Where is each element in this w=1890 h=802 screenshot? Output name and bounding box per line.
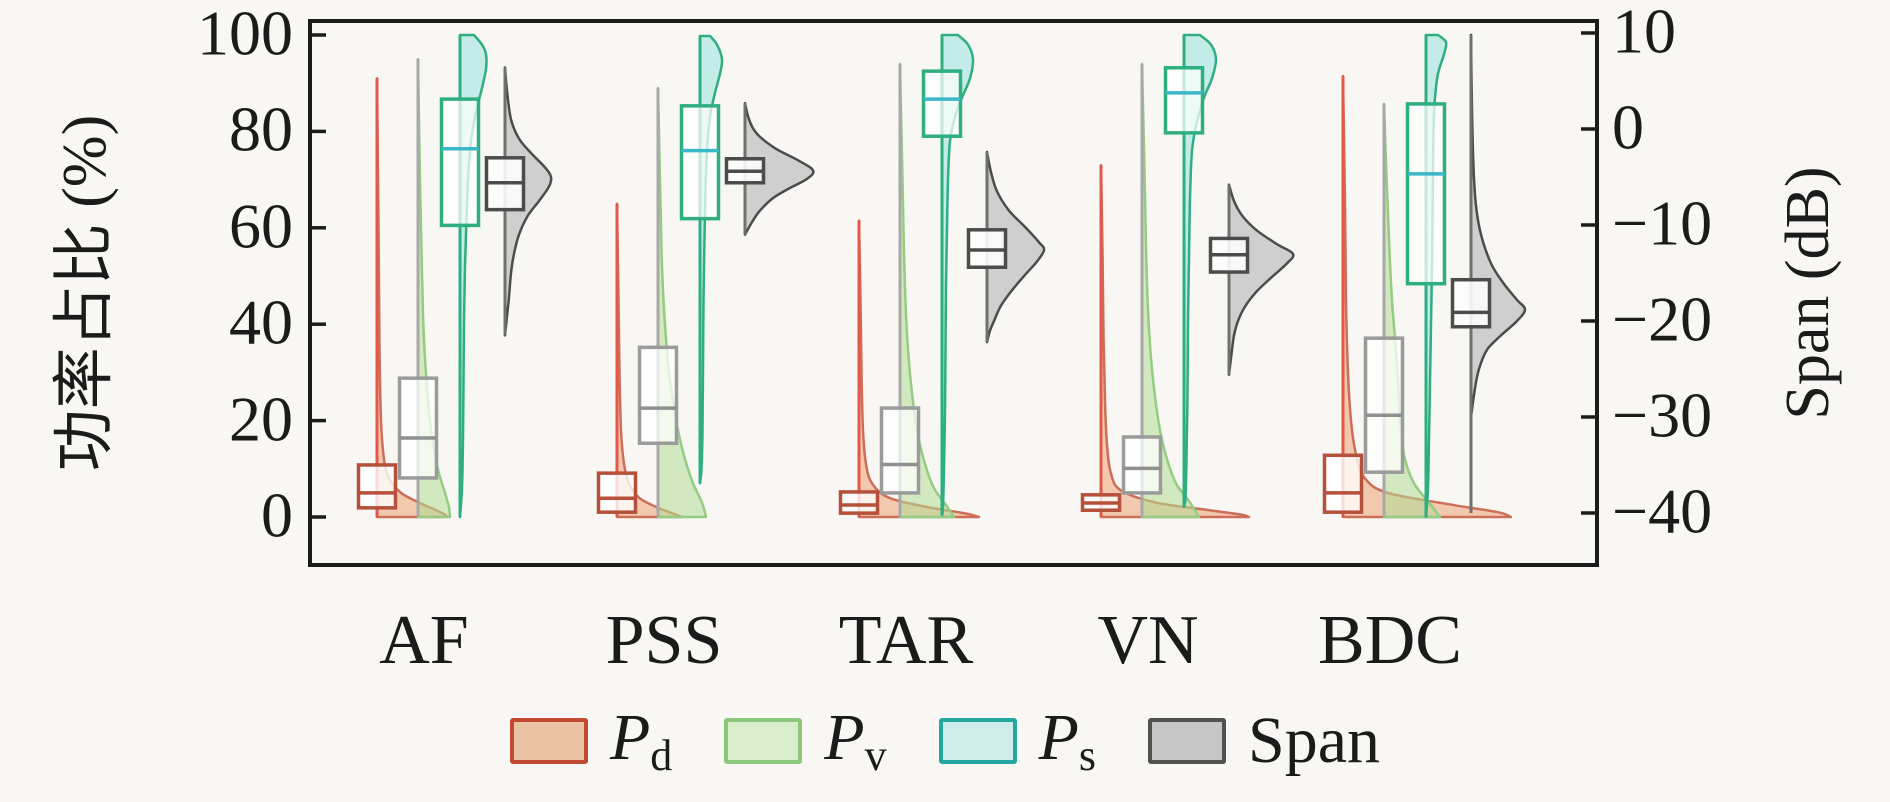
y-tick-label: 100	[197, 0, 293, 69]
ps-box-VN	[1163, 66, 1205, 135]
span-box-BDC	[1450, 277, 1492, 329]
pd-box-PSS	[596, 471, 638, 514]
pv-box-PSS	[637, 345, 679, 446]
legend-label-pv-main: P	[824, 700, 865, 774]
x-category-label-tar: TAR	[838, 602, 974, 679]
ps-swatch-icon	[938, 718, 1017, 764]
legend-label-pd-main: P	[609, 700, 651, 774]
span-violin-TAR	[985, 150, 1046, 344]
legend-label-pv-sub: v	[864, 730, 887, 780]
ps-box-BDC	[1405, 102, 1447, 286]
ps-box-PSS	[679, 104, 721, 221]
legend-item-span: Span	[1148, 708, 1380, 774]
pv-box-TAR	[879, 406, 921, 495]
pd-violin-VN	[1099, 163, 1251, 519]
legend-label-pd-sub: d	[650, 730, 673, 780]
pd-box-BDC	[1322, 453, 1364, 514]
pd-violin-TAR	[857, 219, 981, 519]
legend-item-pd: Pd	[509, 704, 673, 780]
y2-tick-label: −20	[1612, 283, 1713, 355]
x-category-label-pss: PSS	[605, 602, 723, 679]
y2-tick-label: 0	[1612, 91, 1644, 163]
y2-tick-label: −10	[1612, 187, 1713, 259]
ps-box-TAR	[921, 69, 963, 138]
y-tick-label: 60	[229, 190, 293, 262]
legend-label-ps: Ps	[1039, 704, 1097, 780]
span-violin-BDC	[1469, 33, 1527, 419]
legend-label-span: Span	[1248, 708, 1380, 774]
pd-swatch-icon	[509, 718, 588, 764]
x-category-label-vn: VN	[1097, 602, 1199, 679]
y2-tick-label: −30	[1612, 379, 1713, 451]
ps-box-AF	[439, 97, 481, 228]
y2-tick-label: −40	[1612, 475, 1713, 547]
legend-label-span-main: Span	[1248, 704, 1381, 777]
pv-box-AF	[397, 376, 439, 480]
legend-label-ps-sub: s	[1078, 730, 1097, 780]
legend-item-ps: Ps	[938, 704, 1097, 780]
legend-label-pd: Pd	[610, 704, 673, 780]
ps-violin-PSS	[698, 34, 724, 485]
pd-box-AF	[356, 463, 398, 510]
span-violin-PSS	[743, 101, 815, 236]
x-category-label-bdc: BDC	[1318, 602, 1462, 679]
y-axis-label-right: Span (dB)	[1774, 166, 1842, 420]
x-category-label-af: AF	[379, 602, 469, 679]
pd-box-TAR	[838, 490, 880, 515]
span-violin-VN	[1227, 183, 1295, 377]
pv-box-VN	[1121, 435, 1163, 495]
span-violin-AF	[503, 66, 553, 337]
y2-tick-label: 10	[1612, 0, 1676, 67]
y-tick-label: 0	[261, 479, 293, 551]
legend-label-pv: Pv	[824, 704, 887, 780]
y-axis-label-left: 功率占比 (%)	[51, 114, 119, 472]
y-tick-label: 20	[229, 383, 293, 455]
pv-swatch-icon	[724, 718, 803, 764]
pv-box-BDC	[1363, 336, 1405, 474]
plot-frame	[308, 19, 1599, 567]
span-swatch-icon	[1148, 718, 1227, 764]
legend-label-ps-main: P	[1038, 700, 1079, 774]
y-tick-label: 80	[229, 94, 293, 166]
legend: Pd Pv Ps Span	[0, 703, 1890, 779]
legend-item-pv: Pv	[724, 704, 887, 780]
y-tick-label: 40	[229, 286, 293, 358]
